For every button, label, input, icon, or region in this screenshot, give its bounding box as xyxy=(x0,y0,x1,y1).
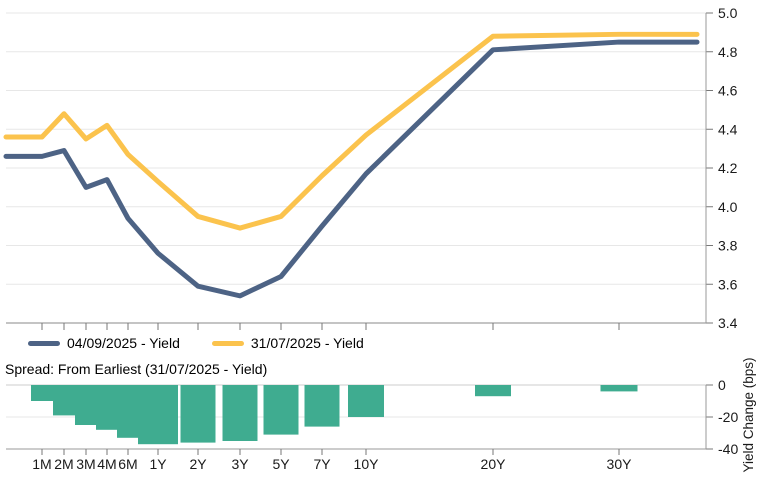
legend-swatch-icon xyxy=(28,340,60,346)
xaxis-label: 3M xyxy=(76,456,95,472)
xaxis-label: 5Y xyxy=(272,456,290,472)
main-yaxis-label: 4.2 xyxy=(718,160,738,176)
xaxis-label: 2M xyxy=(54,456,73,472)
spread-bar xyxy=(180,385,216,443)
sub-yaxis-title: Yield Change (bps) xyxy=(741,357,756,472)
spread-bar xyxy=(138,385,178,445)
xaxis-label: 4M xyxy=(97,456,116,472)
sub-yaxis-label: -40 xyxy=(718,441,738,457)
xaxis-label: 20Y xyxy=(481,456,507,472)
series-line-0 xyxy=(3,39,700,299)
spread-bar xyxy=(31,385,53,401)
spread-bar xyxy=(348,385,384,417)
xaxis-label: 6M xyxy=(118,456,137,472)
spread-bar xyxy=(475,385,511,397)
xaxis-label: 10Y xyxy=(354,456,380,472)
legend-label: 31/07/2025 - Yield xyxy=(250,335,364,351)
series-line-1 xyxy=(3,31,700,231)
legend-label: 04/09/2025 - Yield xyxy=(67,335,180,351)
xaxis-label: 2Y xyxy=(189,456,207,472)
main-yaxis-label: 4.6 xyxy=(718,83,738,99)
legend-swatch-icon xyxy=(211,340,244,346)
spread-bar xyxy=(263,385,299,435)
main-yaxis-label: 3.6 xyxy=(718,276,738,292)
sub-yaxis-label: -20 xyxy=(718,409,738,425)
spread-panel-title: Spread: From Earliest (31/07/2025 - Yiel… xyxy=(5,361,268,377)
xaxis-label: 7Y xyxy=(313,456,331,472)
xaxis-label: 1M xyxy=(32,456,51,472)
main-yaxis-label: 4.8 xyxy=(718,44,738,60)
xaxis-label: 1Y xyxy=(149,456,167,472)
spread-bar xyxy=(222,385,258,441)
xaxis-label: 30Y xyxy=(607,456,633,472)
xaxis-label: 3Y xyxy=(231,456,249,472)
spread-bar xyxy=(117,385,139,438)
main-yaxis-label: 5.0 xyxy=(718,5,738,21)
main-yaxis-label: 4.0 xyxy=(718,199,738,215)
spread-bar xyxy=(600,385,638,392)
legend-item-1[interactable]: 31/07/2025 - Yield xyxy=(211,335,364,351)
main-yaxis-label: 4.4 xyxy=(718,121,738,137)
spread-bar xyxy=(75,385,97,425)
legend-item-0[interactable]: 04/09/2025 - Yield xyxy=(28,335,180,351)
chart-legend: 04/09/2025 - Yield 31/07/2025 - Yield xyxy=(28,335,364,351)
sub-yaxis-label: 0 xyxy=(718,377,726,393)
spread-bar xyxy=(96,385,118,430)
spread-bar xyxy=(53,385,75,416)
main-yaxis-label: 3.4 xyxy=(718,315,738,331)
spread-bar xyxy=(304,385,340,427)
main-yaxis-label: 3.8 xyxy=(718,238,738,254)
